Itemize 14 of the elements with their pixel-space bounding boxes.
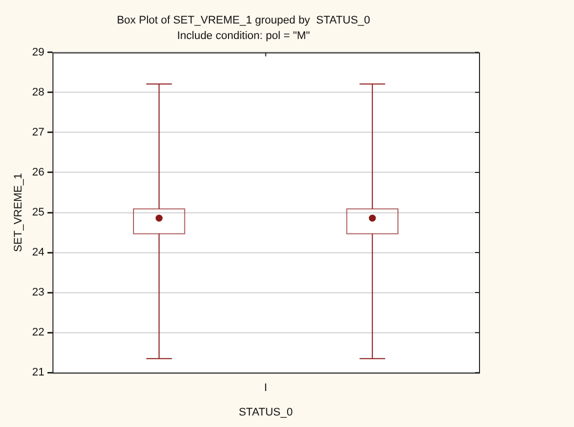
x-axis-title: STATUS_0 [238,406,293,418]
y-tick-label: 21 [32,366,44,379]
x-tick-label: I [264,382,268,394]
y-tick-label: 23 [32,286,44,299]
y-tick-label: 26 [32,166,44,179]
y-tick-label: 28 [32,86,44,98]
y-tick-label: 24 [32,246,44,259]
chart-subtitle: Include condition: pol = "M" [177,30,310,42]
y-tick-label: 27 [32,126,44,138]
y-axis-title: SET_VREME_1 [12,173,25,252]
y-tick-label: 25 [32,206,44,219]
y-tick-label: 29 [32,46,44,58]
chart-title: Box Plot of SET_VREME_1 grouped by STATUS_0 [116,14,370,27]
y-tick-label: 22 [32,326,44,339]
